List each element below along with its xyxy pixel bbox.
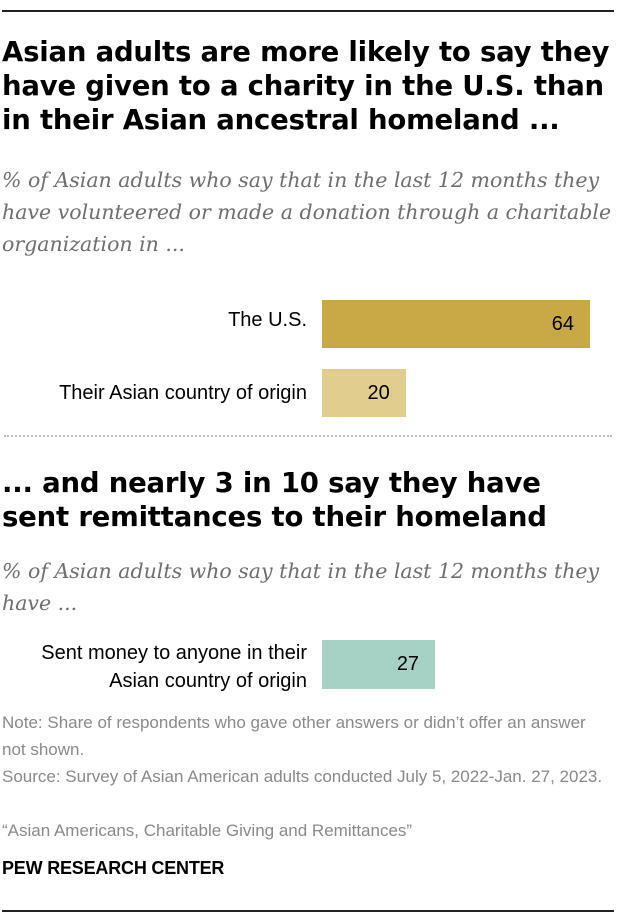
bar-origin xyxy=(322,369,406,417)
bar-value-remittance: 27 xyxy=(396,653,420,675)
bar-us xyxy=(322,300,590,348)
bar-value-origin: 20 xyxy=(367,382,390,404)
section-divider xyxy=(4,435,612,437)
section-title: ... and nearly 3 in 10 say they have sen… xyxy=(2,467,547,533)
bottom-rule xyxy=(2,910,614,912)
bar-value-us: 64 xyxy=(551,313,574,335)
chart-subtitle: % of Asian adults who say that in the la… xyxy=(2,168,612,256)
category-label-remittance-line1: Sent money to anyone in their xyxy=(41,642,307,664)
brand-name: PEW RESEARCH CENTER xyxy=(2,858,225,878)
source-text: Source: Survey of Asian American adults … xyxy=(2,767,603,786)
category-label-us: The U.S. xyxy=(228,309,307,331)
chart-title: Asian adults are more likely to say they… xyxy=(2,36,610,136)
report-title: “Asian Americans, Charitable Giving and … xyxy=(2,821,413,840)
category-label-origin: Their Asian country of origin xyxy=(59,382,307,404)
bar-remittance xyxy=(322,640,436,689)
section-subtitle: % of Asian adults who say that in the la… xyxy=(2,559,600,615)
top-rule xyxy=(2,10,614,12)
category-label-remittance-line2: Asian country of origin xyxy=(109,670,307,692)
note-text: Note: Share of respondents who gave othe… xyxy=(2,713,586,759)
